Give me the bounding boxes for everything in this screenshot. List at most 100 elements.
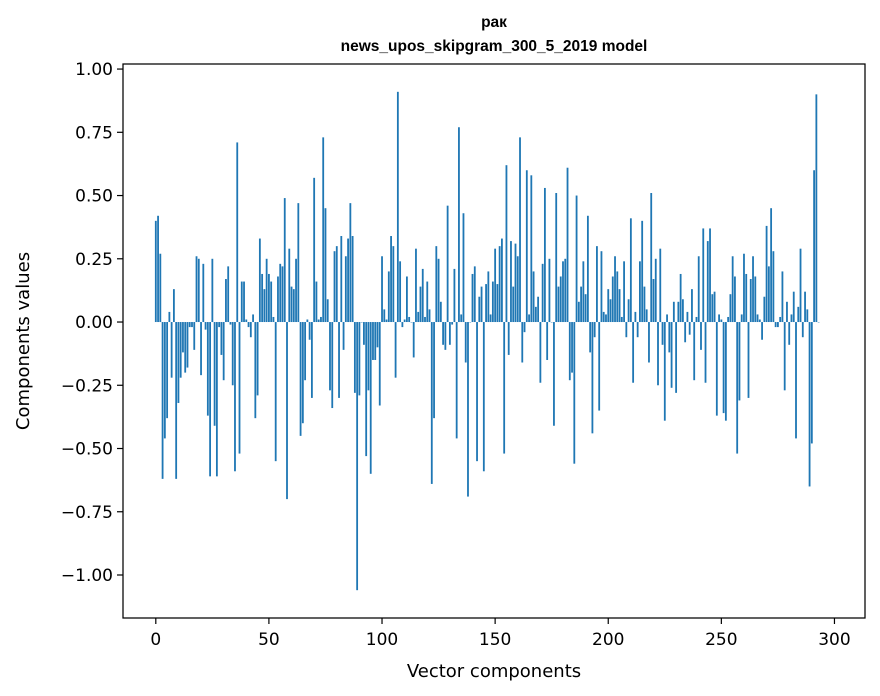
bar-114	[412, 322, 415, 358]
bar-117	[419, 286, 422, 323]
bar-66	[304, 322, 307, 381]
bar-257	[736, 322, 739, 454]
x-tick-label: 200	[592, 630, 624, 650]
bar-265	[754, 276, 757, 323]
bar-43	[252, 314, 254, 323]
bar-86	[349, 203, 352, 323]
bar-151	[496, 284, 499, 323]
bar-138	[467, 322, 469, 497]
y-tick-label: −1.00	[61, 566, 113, 586]
bar-68	[308, 322, 311, 340]
bar-176	[553, 322, 555, 426]
bar-218	[648, 322, 650, 363]
bar-133	[455, 322, 458, 439]
bar-38	[240, 281, 243, 323]
plot-frame	[122, 63, 866, 619]
bar-72	[317, 319, 320, 323]
bar-125	[437, 258, 440, 323]
bar-164	[525, 170, 528, 323]
bar-61	[292, 289, 295, 323]
bar-282	[792, 291, 795, 323]
x-axis-label: Vector components	[407, 661, 581, 682]
bar-88	[353, 322, 356, 393]
y-tick-label: 0.00	[75, 313, 113, 333]
bar-181	[564, 258, 567, 323]
bar-160	[516, 256, 519, 323]
bar-203	[614, 256, 616, 323]
bar-285	[799, 248, 802, 323]
bar-277	[781, 271, 784, 323]
bar-235	[686, 311, 689, 323]
bar-179	[559, 276, 562, 323]
bar-156	[507, 322, 510, 355]
bar-87	[351, 236, 354, 323]
bar-163	[523, 322, 526, 333]
bar-183	[568, 322, 571, 381]
chart-title: рак	[481, 14, 507, 31]
bar-276	[779, 316, 782, 323]
bar-287	[804, 291, 806, 323]
bar-158	[512, 286, 515, 323]
y-tick-label: 1.00	[75, 60, 113, 80]
bar-14	[186, 322, 189, 368]
bar-137	[464, 322, 467, 363]
bar-191	[586, 215, 589, 323]
bar-231	[677, 301, 680, 323]
bar-109	[401, 322, 404, 328]
bar-85	[347, 238, 349, 323]
bar-220	[652, 279, 655, 323]
bar-108	[399, 261, 402, 323]
bar-217	[645, 309, 648, 323]
bar-223	[659, 248, 662, 323]
bar-123	[433, 322, 435, 419]
bar-148	[489, 314, 492, 323]
bar-56	[281, 266, 284, 323]
bar-130	[448, 322, 451, 345]
bar-40	[245, 319, 248, 323]
bar-288	[806, 309, 809, 323]
bar-291	[813, 170, 816, 323]
bar-210	[629, 218, 632, 323]
bar-270	[765, 225, 768, 323]
bar-258	[738, 322, 741, 401]
bar-111	[406, 276, 408, 323]
bar-197	[600, 251, 603, 323]
bar-200	[607, 289, 610, 323]
bar-129	[446, 205, 449, 323]
bar-18	[195, 256, 198, 323]
bar-57	[283, 198, 286, 323]
bar-127	[442, 322, 445, 345]
bar-110	[403, 319, 406, 323]
bar-233	[681, 299, 684, 323]
bar-146	[485, 284, 487, 323]
bar-159	[514, 243, 517, 323]
bar-52	[272, 316, 275, 323]
bar-252	[724, 322, 727, 421]
bar-143	[478, 296, 481, 323]
bar-45	[256, 322, 259, 396]
x-tick-label: 0	[150, 630, 161, 650]
bar-234	[684, 322, 687, 343]
bar-214	[639, 261, 641, 323]
bar-239	[695, 316, 698, 323]
bar-128	[444, 322, 447, 350]
bar-122	[430, 322, 433, 484]
bar-171	[541, 263, 544, 323]
bar-248	[715, 322, 718, 416]
bar-228	[670, 322, 673, 388]
bar-255	[731, 256, 734, 323]
bar-286	[801, 322, 804, 338]
bar-274	[774, 322, 777, 328]
bar-34	[231, 322, 234, 386]
bar-246	[711, 294, 714, 323]
bar-16	[191, 322, 193, 328]
bar-30	[222, 322, 225, 381]
bar-77	[329, 322, 331, 391]
bar-219	[650, 193, 653, 323]
bar-37	[238, 322, 241, 454]
bar-78	[331, 322, 334, 409]
bar-54	[277, 276, 279, 323]
bar-132	[453, 268, 456, 323]
bar-195	[596, 246, 598, 323]
bar-236	[688, 322, 691, 335]
